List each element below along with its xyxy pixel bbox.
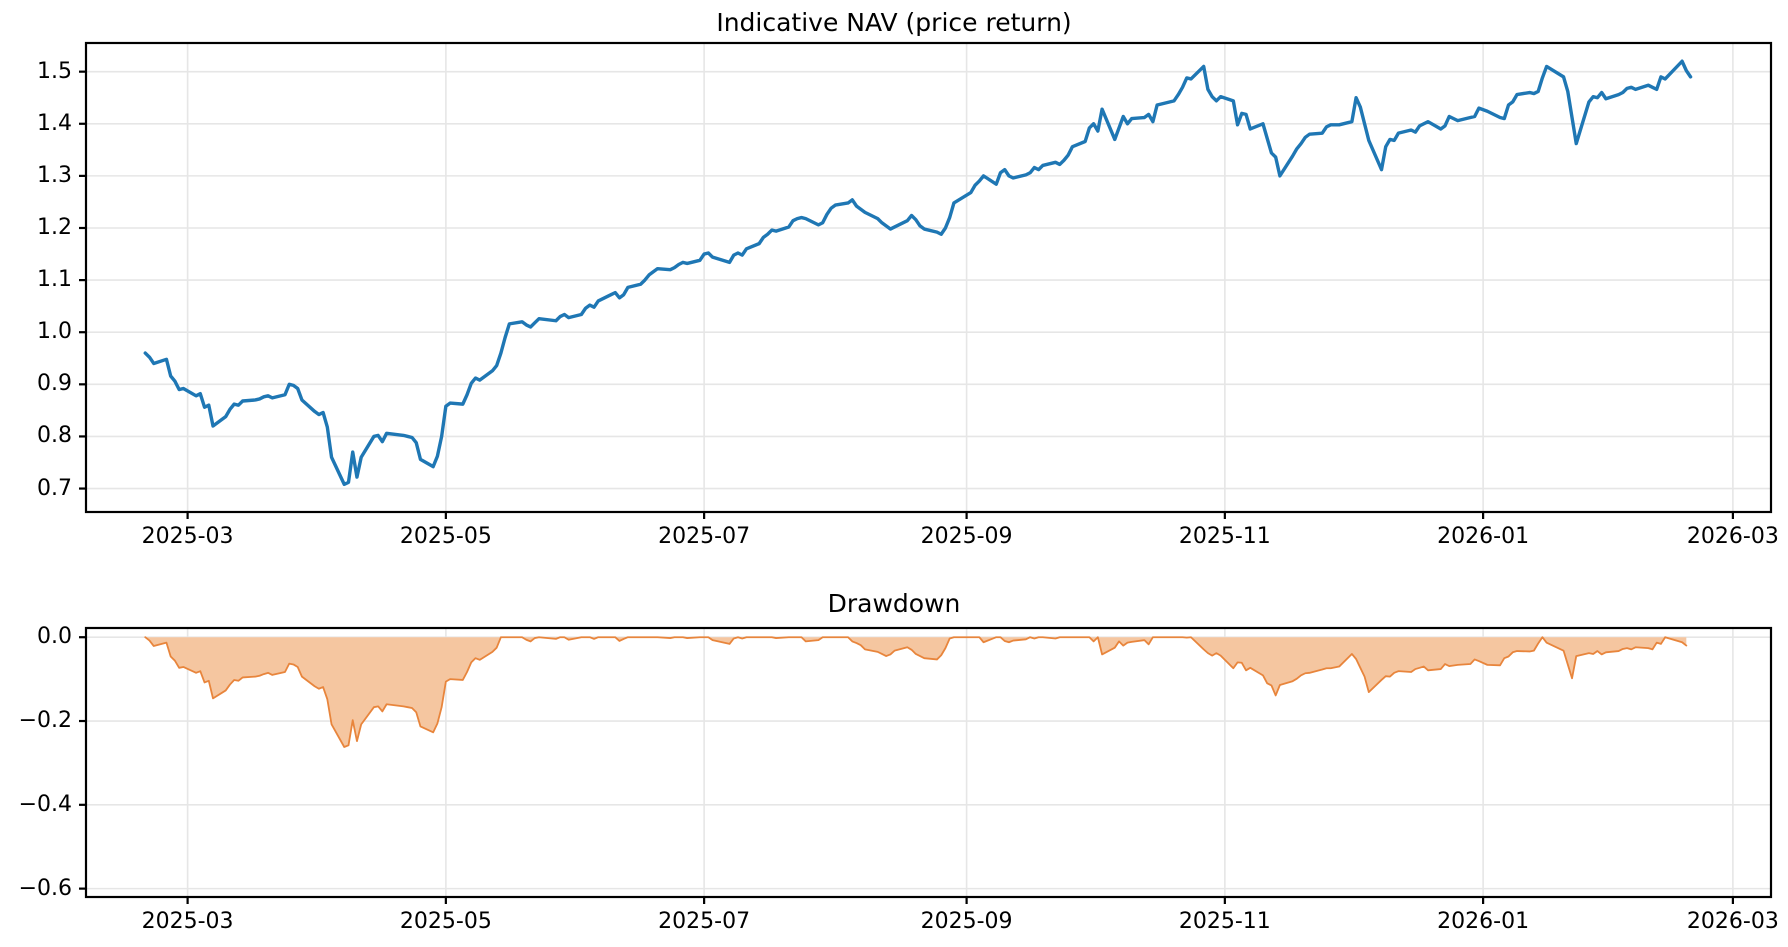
nav-ytick-label: 1.0 xyxy=(37,319,72,345)
nav-plot-svg xyxy=(79,41,1773,519)
drawdown-xtick-label: 2025-03 xyxy=(141,909,234,934)
nav-chart-panel xyxy=(79,41,1773,519)
drawdown-xtick-label: 2025-07 xyxy=(658,909,751,934)
nav-xtick-label: 2025-11 xyxy=(1178,524,1271,549)
nav-xtick-label: 2025-07 xyxy=(658,524,751,549)
nav-ytick-label: 1.2 xyxy=(37,214,72,240)
nav-ytick-label: 0.9 xyxy=(37,371,72,397)
nav-xtick-label: 2025-05 xyxy=(399,524,492,549)
drawdown-xtick-label: 2026-01 xyxy=(1437,909,1530,934)
nav-ytick-label: 1.1 xyxy=(37,267,72,293)
drawdown-ytick-label: −0.6 xyxy=(18,875,72,901)
drawdown-chart-title: Drawdown xyxy=(827,589,961,618)
nav-ytick-label: 0.7 xyxy=(37,475,72,501)
nav-ytick-label: 0.8 xyxy=(37,423,72,449)
drawdown-ytick-label: −0.4 xyxy=(18,791,72,817)
nav-ytick-label: 1.5 xyxy=(37,58,72,84)
nav-xtick-label: 2026-01 xyxy=(1437,524,1530,549)
nav-ytick-label: 1.3 xyxy=(37,162,72,188)
nav-xtick-label: 2025-09 xyxy=(920,524,1013,549)
drawdown-ytick-label: −0.2 xyxy=(18,708,72,734)
drawdown-ytick-label: 0.0 xyxy=(37,624,72,650)
nav-ytick-label: 1.4 xyxy=(37,110,72,136)
drawdown-xtick-label: 2026-03 xyxy=(1686,909,1779,934)
drawdown-xtick-label: 2025-05 xyxy=(399,909,492,934)
drawdown-xtick-label: 2025-09 xyxy=(920,909,1013,934)
nav-chart-title: Indicative NAV (price return) xyxy=(716,8,1072,37)
nav-xtick-label: 2026-03 xyxy=(1686,524,1779,549)
nav-xtick-label: 2025-03 xyxy=(141,524,234,549)
drawdown-xtick-label: 2025-11 xyxy=(1178,909,1271,934)
